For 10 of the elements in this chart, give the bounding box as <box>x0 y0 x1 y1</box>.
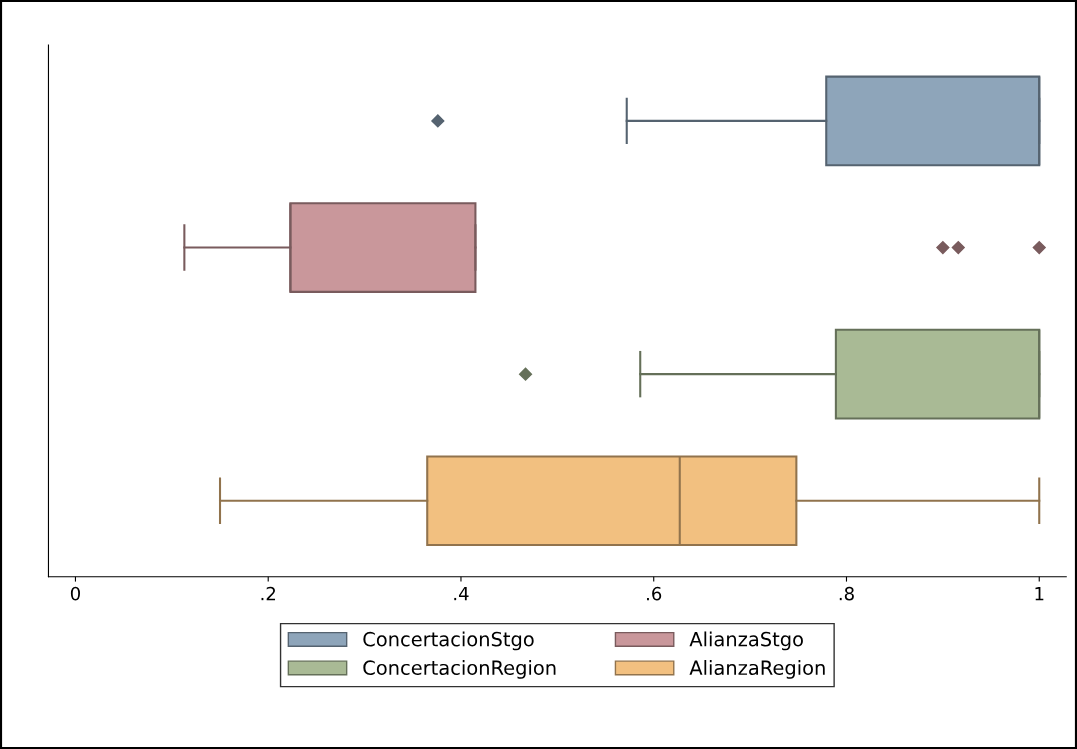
x-tick-label: 0 <box>70 586 80 601</box>
legend-label: AlianzaRegion <box>689 660 825 679</box>
x-tick-label: .2 <box>261 586 276 601</box>
x-tick-label: .6 <box>647 586 662 601</box>
legend-label: ConcertacionRegion <box>363 660 556 679</box>
x-tick-label: .4 <box>454 587 469 601</box>
x-tick-label: 1 <box>1035 587 1044 601</box>
x-tick-label: .8 <box>839 586 854 601</box>
legend-label: ConcertacionStgo <box>363 631 534 651</box>
legend-label: AlianzaStgo <box>689 631 803 651</box>
